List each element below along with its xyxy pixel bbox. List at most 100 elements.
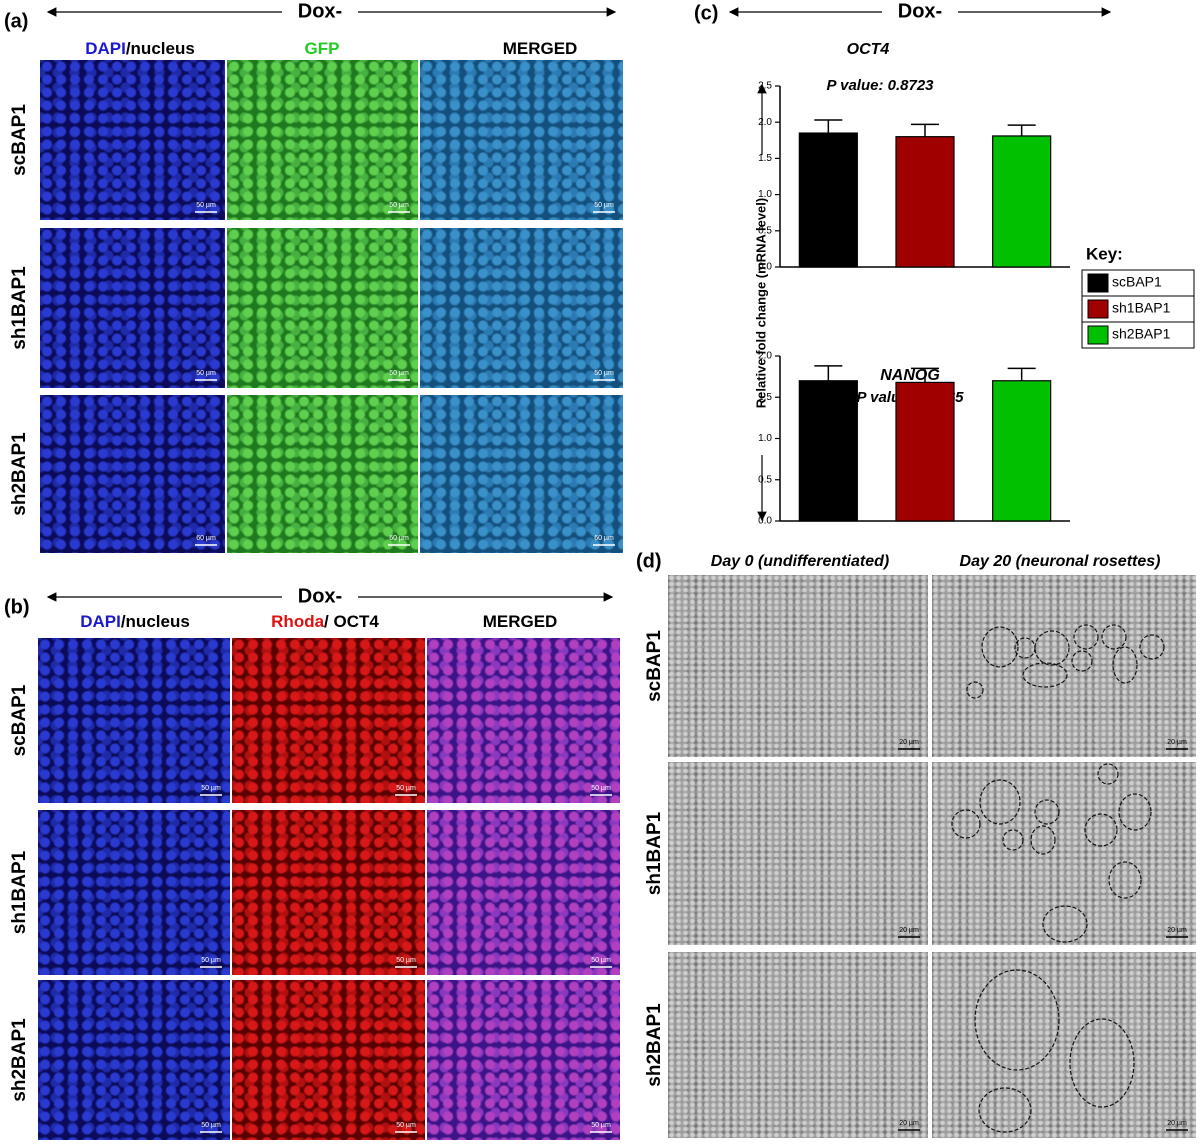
row-label: sh1BAP1	[9, 266, 30, 350]
rosette-outline	[974, 969, 1060, 1071]
y-tick-label: 0.5	[758, 474, 772, 485]
header-colored: GFP	[305, 39, 340, 58]
micrograph	[38, 638, 230, 803]
scale-bar-label: 20 µm	[1167, 927, 1187, 934]
legend-swatch	[1087, 273, 1109, 293]
micrograph	[38, 810, 230, 975]
rosette-outline	[1108, 861, 1142, 899]
legend-label: sh1BAP1	[1112, 300, 1171, 316]
header-label: Dox-	[898, 0, 942, 22]
header-colored: DAPI	[80, 612, 121, 631]
micrograph	[668, 575, 928, 757]
panel-label: (a)	[4, 10, 28, 32]
micrograph	[420, 395, 623, 553]
column-header: Day 0 (undifferentiated)	[711, 553, 889, 570]
row-label: sh2BAP1	[9, 1018, 30, 1102]
rosette-outline	[1084, 813, 1118, 847]
scale-bar-label: 50 µm	[196, 202, 216, 209]
micrograph	[227, 228, 418, 388]
rosette-outline	[1118, 793, 1152, 831]
rosette-outline	[1101, 624, 1127, 650]
rosette-outline	[1002, 829, 1024, 851]
scale-bar-label: 50 µm	[196, 370, 216, 377]
y-tick-label: 0.0	[758, 262, 772, 273]
column-header: GFP	[305, 39, 340, 58]
bar	[895, 136, 955, 268]
y-tick-label: 1.5	[758, 153, 772, 164]
legend-title: Key:	[1086, 244, 1123, 263]
micrograph	[420, 60, 623, 220]
y-tick-label: 1.0	[758, 189, 772, 200]
micrograph	[668, 952, 928, 1138]
column-header: MERGED	[503, 39, 578, 58]
header-label: Dox-	[298, 585, 342, 607]
scale-bar-label: 50 µm	[389, 202, 409, 209]
rosette-outline	[966, 681, 984, 699]
rosette-outline	[981, 626, 1019, 668]
header-text: MERGED	[483, 612, 558, 631]
micrograph	[420, 228, 623, 388]
bar	[992, 135, 1052, 268]
row-label: sh1BAP1	[644, 811, 665, 895]
y-tick-label: 2.0	[758, 117, 772, 128]
micrograph	[38, 980, 230, 1140]
micrograph	[932, 575, 1196, 757]
scale-bar-label: 50 µm	[396, 1122, 416, 1129]
y-axis-label: Relative fold change (mRNA level)	[753, 198, 768, 408]
panel-label: (c)	[694, 2, 718, 24]
row-label: scBAP1	[9, 684, 30, 756]
scale-bar-label: 50 µm	[396, 785, 416, 792]
rosette-outline	[1042, 905, 1088, 943]
row-label: scBAP1	[9, 104, 30, 176]
rosette-outline	[1097, 763, 1119, 785]
rosette-outline	[1112, 646, 1138, 684]
row-label: sh1BAP1	[9, 850, 30, 934]
header-stage: (undifferentiated)	[758, 553, 889, 570]
micrograph	[668, 762, 928, 945]
rosette-outline	[978, 1087, 1032, 1133]
header-text: MERGED	[503, 39, 578, 58]
rosette-outline	[1071, 650, 1093, 672]
header-text: /nucleus	[126, 39, 195, 58]
micrograph	[232, 638, 425, 803]
column-header: DAPI/nucleus	[80, 612, 190, 631]
micrograph	[227, 395, 418, 553]
micrograph	[40, 228, 225, 388]
scale-bar-label: 50 µm	[396, 957, 416, 964]
rosette-outline	[1139, 634, 1165, 660]
micrograph	[232, 980, 425, 1140]
micrograph	[40, 395, 225, 553]
bar	[895, 381, 955, 522]
micrograph	[40, 60, 225, 220]
micrograph	[427, 980, 620, 1140]
rosette-outline	[1073, 624, 1099, 650]
y-tick-label: 0.0	[758, 516, 772, 527]
legend-box	[1081, 321, 1195, 349]
legend-swatch	[1087, 325, 1109, 345]
legend-swatch	[1087, 299, 1109, 319]
scale-bar-label: 50 µm	[389, 370, 409, 377]
header-day: Day 0	[711, 553, 754, 570]
micrograph	[227, 60, 418, 220]
scale-bar-label: 50 µm	[594, 370, 614, 377]
bar	[798, 132, 858, 268]
rosette-outline	[1069, 1018, 1135, 1108]
scale-bar-label: 50 µm	[591, 957, 611, 964]
chart-title: OCT4	[847, 41, 890, 58]
header-colored: Rhoda	[271, 612, 324, 631]
rosette-outline	[1030, 825, 1056, 855]
scale-bar-label: 50 µm	[201, 957, 221, 964]
column-header: DAPI/nucleus	[85, 39, 195, 58]
scale-bar-label: 50 µm	[201, 1122, 221, 1129]
rosette-outline	[951, 809, 981, 839]
header-label: Dox-	[298, 0, 342, 22]
header-day: Day 20	[960, 553, 1012, 570]
rosette-outline	[1034, 630, 1070, 666]
scale-bar-label: 50 µm	[591, 1122, 611, 1129]
header-stage: (neuronal rosettes)	[1016, 553, 1161, 570]
y-tick-label: 2.5	[758, 81, 772, 92]
y-tick-label: 1.0	[758, 433, 772, 444]
header-colored: DAPI	[85, 39, 126, 58]
micrograph	[932, 762, 1196, 945]
rosette-outline	[1014, 637, 1036, 659]
